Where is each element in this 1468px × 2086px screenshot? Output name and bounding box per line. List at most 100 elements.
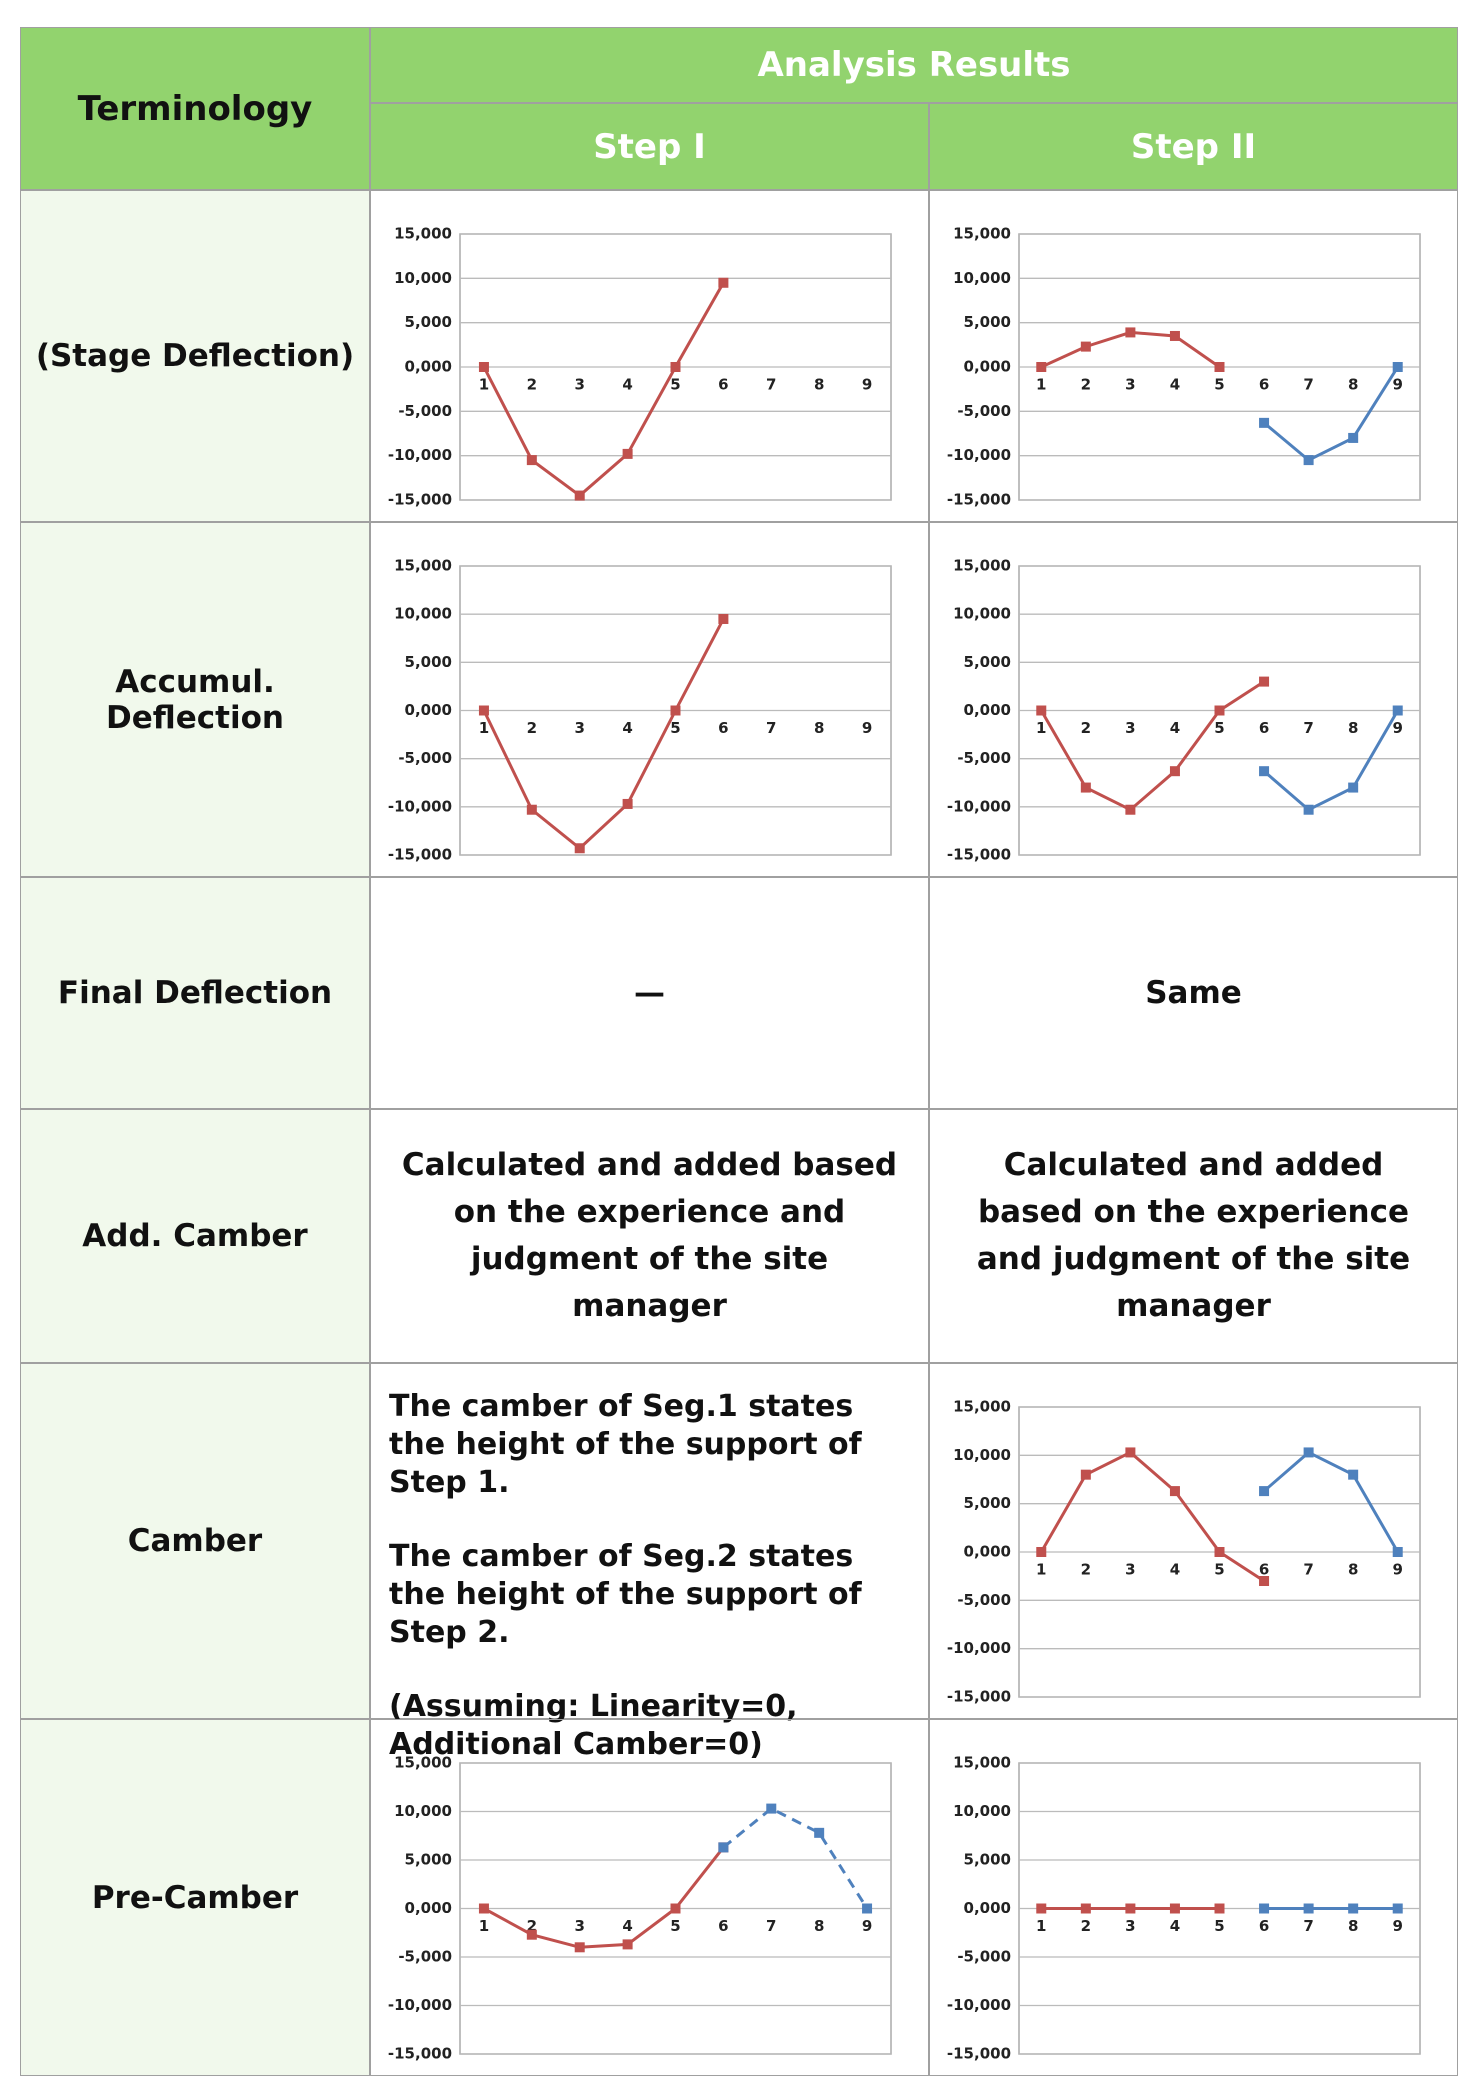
x-tick-label: 9 (1393, 1561, 1403, 1579)
term-cell: Add. Camber (20, 1109, 370, 1363)
point (1036, 1903, 1047, 1914)
x-tick-label: 7 (1303, 1917, 1313, 1935)
x-tick-label: 6 (718, 376, 728, 394)
y-tick-label: 5,000 (405, 1851, 452, 1869)
chart-cell: 15,000 10,000 5,000 0,000 -5,000 -10,000 -15,0… (370, 1719, 929, 2076)
y-tick-label: -10,000 (388, 446, 452, 464)
x-tick-label: 3 (1125, 1561, 1135, 1579)
y-tick-label: -15,000 (947, 2045, 1011, 2063)
header-analysis: Analysis Results (370, 27, 1458, 103)
point (1125, 804, 1136, 815)
y-tick-label: 0,000 (964, 1543, 1011, 1561)
point (622, 1939, 633, 1950)
y-tick-label: -10,000 (388, 1996, 452, 2014)
y-tick-label: 15,000 (394, 1754, 452, 1772)
term-cell: (Stage Deflection) (20, 190, 370, 522)
point (574, 843, 585, 854)
point (1080, 1903, 1091, 1914)
x-tick-label: 4 (622, 1917, 632, 1935)
point (1080, 341, 1091, 352)
x-tick-label: 9 (862, 376, 872, 394)
point (1036, 705, 1047, 716)
x-tick-label: 4 (1170, 376, 1180, 394)
series-line (1039, 1450, 1265, 1583)
x-tick-label: 1 (1036, 719, 1046, 737)
chart-cell: 15,000 10,000 5,000 0,000 -5,000 -10,000 -15,0… (370, 522, 929, 877)
x-tick-label: 3 (575, 1917, 585, 1935)
y-tick-label: 0,000 (964, 1899, 1011, 1917)
point (1169, 1903, 1180, 1914)
point (1169, 330, 1180, 341)
x-tick-label: 5 (1214, 719, 1224, 737)
point (1259, 1903, 1270, 1914)
point (1348, 1903, 1359, 1914)
x-tick-label: 6 (1259, 1917, 1269, 1935)
x-tick-label: 2 (1081, 1561, 1091, 1579)
point (1080, 1469, 1091, 1480)
x-tick-label: 7 (1303, 376, 1313, 394)
point (1348, 1469, 1359, 1480)
paragraph: (Assuming: Linearity=0, Additional Cambe… (389, 1689, 798, 1762)
point (1214, 362, 1225, 372)
series-line (483, 1846, 725, 1949)
y-tick-label: 15,000 (394, 557, 452, 575)
point (574, 1942, 585, 1953)
x-tick-label: 7 (1303, 1561, 1313, 1579)
x-tick-label: 2 (1081, 1917, 1091, 1935)
x-tick-label: 5 (670, 719, 680, 737)
y-tick-label: 15,000 (953, 557, 1011, 575)
x-tick-label: 7 (766, 376, 776, 394)
x-tick-label: 8 (814, 719, 824, 737)
y-tick-label: -5,000 (398, 402, 452, 420)
point (1303, 1903, 1314, 1914)
x-tick-label: 9 (1393, 1917, 1403, 1935)
x-tick-label: 7 (766, 1917, 776, 1935)
series-line (1039, 680, 1265, 812)
x-tick-label: 1 (479, 719, 489, 737)
x-tick-label: 8 (1348, 1917, 1358, 1935)
point (1169, 1486, 1180, 1497)
y-tick-label: 5,000 (964, 653, 1011, 671)
y-tick-label: -15,000 (388, 846, 452, 864)
point (1214, 705, 1225, 716)
y-tick-label: 10,000 (953, 1446, 1011, 1464)
y-tick-label: -5,000 (398, 1948, 452, 1966)
y-tick-label: 10,000 (953, 605, 1011, 623)
y-tick-label: -5,000 (957, 1948, 1011, 1966)
x-tick-label: 8 (814, 376, 824, 394)
header-step1: Step I (370, 103, 929, 190)
y-tick-label: -10,000 (388, 797, 452, 815)
x-tick-label: 2 (1081, 719, 1091, 737)
x-tick-label: 4 (1170, 1561, 1180, 1579)
header-terminology: Terminology (20, 27, 370, 190)
term-cell: Final Deflection (20, 877, 370, 1109)
text-cell: Calculated and added based on the experi… (370, 1109, 929, 1363)
point (1036, 1547, 1047, 1557)
y-tick-label: 0,000 (964, 701, 1011, 719)
x-tick-label: 1 (1036, 376, 1046, 394)
line-chart: 15,000 10,000 5,000 0,000 -5,000 -10,000 -15,0… (388, 557, 892, 864)
x-tick-label: 1 (479, 376, 489, 394)
x-tick-label: 8 (1348, 376, 1358, 394)
x-tick-label: 5 (670, 1917, 680, 1935)
x-tick-label: 8 (814, 1917, 824, 1935)
x-tick-label: 1 (1036, 1917, 1046, 1935)
x-tick-label: 3 (1125, 376, 1135, 394)
point (1348, 432, 1359, 443)
y-tick-label: 10,000 (953, 1802, 1011, 1820)
y-tick-label: 15,000 (953, 1754, 1011, 1772)
x-tick-label: 9 (1393, 376, 1403, 394)
x-tick-label: 3 (575, 376, 585, 394)
y-tick-label: 0,000 (405, 1899, 452, 1917)
x-tick-label: 7 (1303, 719, 1313, 737)
x-tick-label: 2 (527, 376, 537, 394)
y-tick-label: -5,000 (957, 1591, 1011, 1609)
y-tick-label: -10,000 (947, 1639, 1011, 1657)
point (526, 455, 537, 466)
y-tick-label: -10,000 (947, 1996, 1011, 2014)
point (1036, 362, 1047, 372)
x-tick-label: 2 (1081, 376, 1091, 394)
y-tick-label: -15,000 (388, 2045, 452, 2063)
x-tick-label: 4 (1170, 1917, 1180, 1935)
point (1348, 782, 1359, 793)
